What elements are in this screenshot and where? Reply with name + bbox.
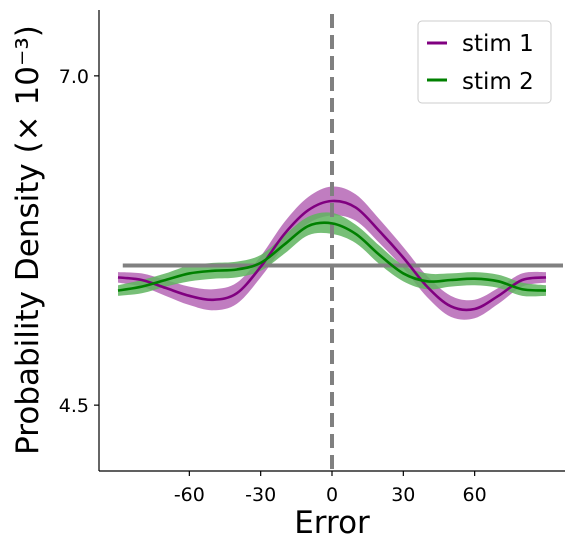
legend-frame [417, 20, 552, 104]
band-stim-2 [118, 212, 546, 297]
y-tick-label: 7.0 [59, 66, 89, 88]
x-tick-label: 0 [326, 484, 338, 506]
y-axis-label: Probability Density (× 10⁻³) [10, 25, 46, 455]
series-line-stim-2 [117, 221, 547, 292]
x-axis-label: Error [294, 505, 370, 541]
y-ticks: 4.5 7.0 [59, 66, 99, 417]
x-tick-label: -30 [245, 484, 276, 506]
legend-label-stim-2: stim 2 [462, 69, 534, 95]
x-tick-label: 30 [391, 484, 415, 506]
x-tick-label: -60 [174, 484, 205, 506]
series-lines [117, 199, 547, 312]
legend: stim 1 stim 2 [417, 20, 552, 104]
series-line-stim-1 [117, 199, 547, 312]
y-tick-label: 4.5 [59, 395, 89, 417]
x-ticks: -60 -30 0 30 60 [174, 471, 487, 506]
legend-label-stim-1: stim 1 [462, 31, 534, 57]
x-tick-label: 60 [463, 484, 487, 506]
